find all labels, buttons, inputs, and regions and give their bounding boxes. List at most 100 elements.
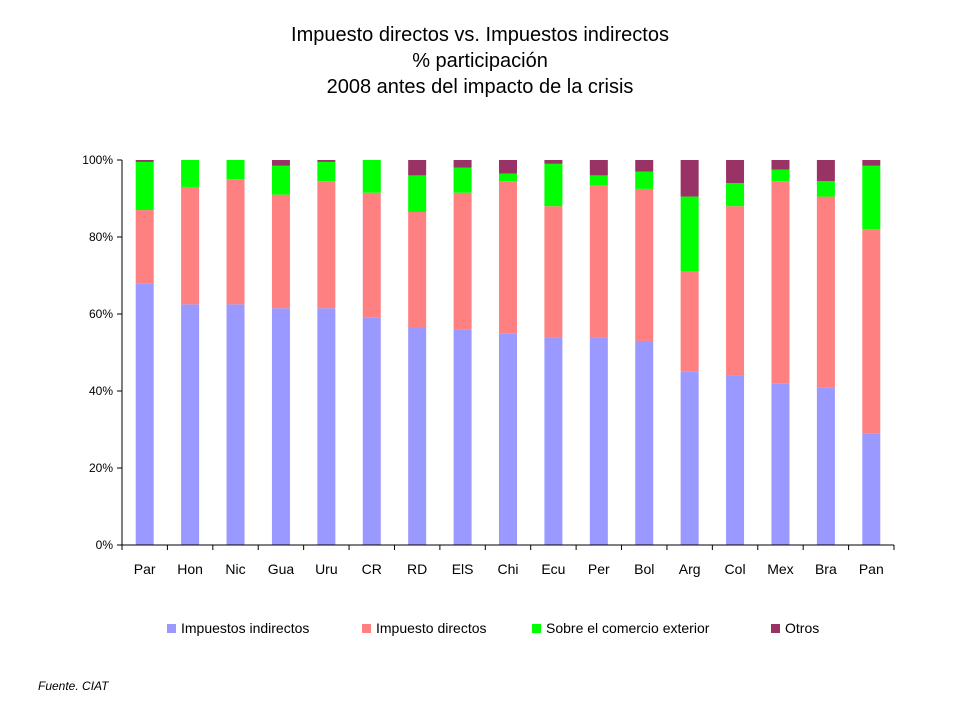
bar-ecu-series-2 bbox=[544, 163, 563, 207]
bar-pan-series-2 bbox=[862, 165, 881, 230]
x-tick-label-els: ElS bbox=[452, 561, 474, 577]
bar-per-series-2 bbox=[589, 175, 608, 186]
x-tick-label-arg: Arg bbox=[679, 561, 701, 577]
legend-label-0: Impuestos indirectos bbox=[181, 620, 309, 636]
chart-title: Impuesto directos vs. Impuestos indirect… bbox=[0, 22, 960, 100]
y-tick-label: 100% bbox=[82, 153, 113, 167]
bar-per-series-3 bbox=[589, 160, 608, 176]
bar-uru-series-2 bbox=[317, 161, 336, 182]
bar-chi-series-1 bbox=[499, 181, 517, 334]
bar-uru-series-0 bbox=[317, 308, 336, 545]
bar-bra-series-1 bbox=[816, 196, 835, 388]
bar-col-series-2 bbox=[726, 183, 745, 207]
bar-mex-series-2 bbox=[771, 169, 790, 182]
x-tick-label-bol: Bol bbox=[634, 561, 654, 577]
x-tick-label-gua: Gua bbox=[268, 561, 295, 577]
x-tick-label-mex: Mex bbox=[767, 561, 793, 577]
bar-arg-series-0 bbox=[680, 371, 699, 545]
bar-arg-series-1 bbox=[680, 271, 699, 372]
legend-swatch-2 bbox=[532, 624, 541, 633]
bar-rd-series-1 bbox=[408, 211, 427, 328]
chart-title-line-1: Impuesto directos vs. Impuestos indirect… bbox=[291, 24, 669, 46]
x-tick-label-rd: RD bbox=[407, 561, 427, 577]
bar-els-series-1 bbox=[453, 192, 472, 330]
source-note: Fuente. CIAT bbox=[38, 679, 109, 693]
bar-ecu-series-3 bbox=[544, 160, 563, 164]
y-tick-label: 20% bbox=[89, 461, 113, 475]
x-tick-label-chi: Chi bbox=[497, 561, 518, 577]
x-tick-label-ecu: Ecu bbox=[541, 561, 565, 577]
y-tick-label: 80% bbox=[89, 230, 113, 244]
bar-bra-series-3 bbox=[816, 160, 835, 182]
bar-mex-series-1 bbox=[771, 181, 790, 384]
legend-swatch-1 bbox=[362, 624, 371, 633]
legend-label-3: Otros bbox=[785, 620, 819, 636]
legend-label-2: Sobre el comercio exterior bbox=[546, 620, 710, 636]
bar-nic-series-0 bbox=[226, 304, 245, 545]
bar-els-series-0 bbox=[453, 329, 472, 545]
bar-gua-series-0 bbox=[271, 308, 290, 545]
bar-pan-series-3 bbox=[862, 160, 881, 166]
bar-rd-series-0 bbox=[408, 327, 427, 545]
bar-chi-series-0 bbox=[499, 333, 517, 545]
bar-rd-series-2 bbox=[408, 175, 427, 212]
y-tick-label: 40% bbox=[89, 384, 113, 398]
bar-hon-series-1 bbox=[181, 186, 200, 305]
x-tick-label-par: Par bbox=[134, 561, 156, 577]
bar-pan-series-1 bbox=[862, 229, 881, 434]
x-tick-label-nic: Nic bbox=[225, 561, 245, 577]
bar-els-series-2 bbox=[453, 167, 472, 193]
bar-mex-series-0 bbox=[771, 383, 790, 545]
bar-uru-series-1 bbox=[317, 181, 336, 309]
x-tick-label-cr: CR bbox=[362, 561, 382, 577]
bar-bra-series-2 bbox=[816, 181, 835, 197]
bar-per-series-0 bbox=[589, 337, 608, 545]
bar-mex-series-3 bbox=[771, 160, 790, 170]
bar-col-series-1 bbox=[726, 206, 745, 376]
bar-par-series-0 bbox=[135, 283, 154, 545]
bar-cr-series-0 bbox=[362, 317, 381, 545]
legend-swatch-3 bbox=[771, 624, 780, 633]
bar-nic-series-2 bbox=[226, 160, 245, 180]
bar-par-series-2 bbox=[135, 161, 154, 211]
bar-gua-series-3 bbox=[271, 160, 290, 166]
bar-rd-series-3 bbox=[408, 160, 427, 176]
bar-arg-series-3 bbox=[680, 160, 699, 197]
bar-uru-series-3 bbox=[317, 160, 336, 162]
bar-cr-series-2 bbox=[362, 160, 381, 193]
x-tick-label-hon: Hon bbox=[177, 561, 203, 577]
bar-col-series-0 bbox=[726, 375, 745, 545]
bar-col-series-3 bbox=[726, 160, 745, 184]
bar-pan-series-0 bbox=[862, 433, 881, 545]
bar-arg-series-2 bbox=[680, 196, 699, 272]
bar-bol-series-2 bbox=[635, 171, 654, 189]
bar-nic-series-1 bbox=[226, 179, 245, 305]
bar-els-series-3 bbox=[453, 160, 472, 168]
bar-chi-series-3 bbox=[499, 160, 517, 174]
bar-hon-series-2 bbox=[181, 160, 200, 187]
legend-label-1: Impuesto directos bbox=[376, 620, 487, 636]
y-tick-label: 0% bbox=[96, 538, 114, 552]
bar-chi-series-2 bbox=[499, 173, 517, 182]
bar-ecu-series-1 bbox=[544, 206, 563, 338]
bar-per-series-1 bbox=[589, 185, 608, 338]
bar-par-series-3 bbox=[135, 160, 154, 162]
bar-par-series-1 bbox=[135, 210, 154, 284]
bar-cr-series-1 bbox=[362, 192, 381, 318]
x-tick-label-per: Per bbox=[588, 561, 610, 577]
x-tick-label-col: Col bbox=[725, 561, 746, 577]
y-tick-label: 60% bbox=[89, 307, 113, 321]
bar-bol-series-1 bbox=[635, 188, 654, 341]
bar-hon-series-0 bbox=[181, 304, 200, 545]
bar-bol-series-3 bbox=[635, 160, 654, 172]
x-tick-label-uru: Uru bbox=[315, 561, 338, 577]
chart-title-line-3: 2008 antes del impacto de la crisis bbox=[326, 76, 634, 98]
bar-gua-series-2 bbox=[271, 165, 290, 195]
chart-title-line-2: % participación bbox=[412, 50, 548, 72]
bar-ecu-series-0 bbox=[544, 337, 563, 545]
legend-swatch-0 bbox=[167, 624, 176, 633]
x-tick-label-pan: Pan bbox=[859, 561, 884, 577]
bar-bol-series-0 bbox=[635, 340, 654, 545]
bar-bra-series-0 bbox=[816, 387, 835, 545]
x-tick-label-bra: Bra bbox=[815, 561, 837, 577]
